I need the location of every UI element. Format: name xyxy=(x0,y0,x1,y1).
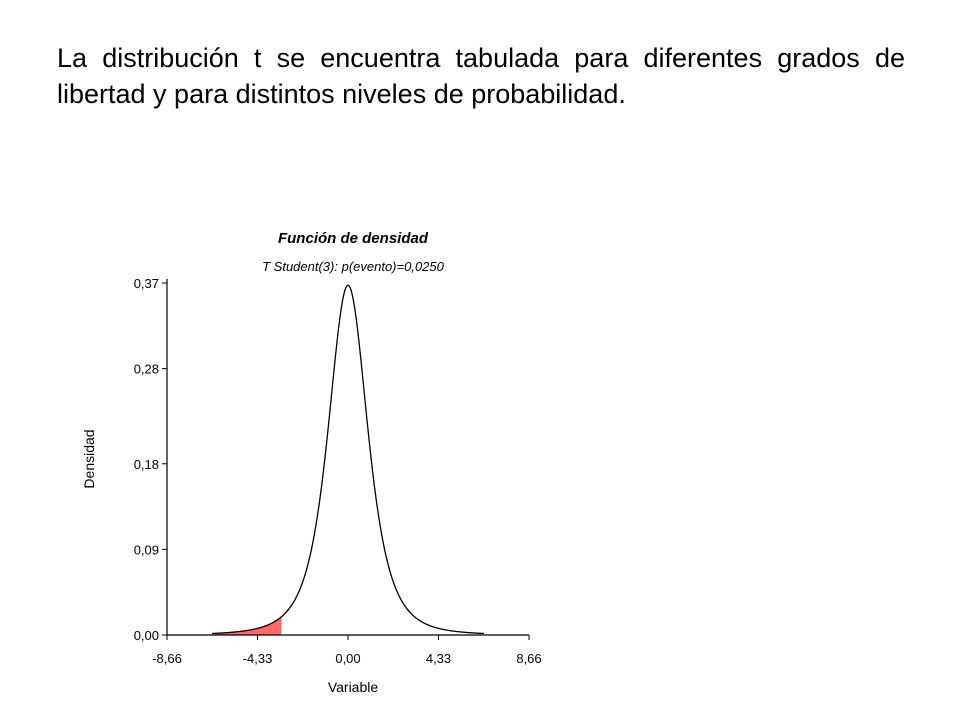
y-tick-label: 0,28 xyxy=(134,362,159,377)
x-tick-label: -8,66 xyxy=(152,651,182,666)
chart-title: Función de densidad xyxy=(278,230,429,247)
chart-subtitle: T Student(3): p(evento)=0,0250 xyxy=(262,259,445,274)
density-curve xyxy=(212,284,484,635)
shaded-tail-area xyxy=(212,616,282,635)
x-tick-label: 4,33 xyxy=(426,651,451,666)
y-axis-label: Densidad xyxy=(81,429,97,488)
body-paragraph: La distribución t se encuentra tabulada … xyxy=(57,43,905,109)
y-tick-label: 0,37 xyxy=(134,276,159,291)
y-tick-label: 0,18 xyxy=(134,457,159,472)
x-tick-label: 8,66 xyxy=(516,651,541,666)
y-tick-label: 0,00 xyxy=(134,628,159,643)
y-tick-label: 0,09 xyxy=(134,542,159,557)
x-tick-label: -4,33 xyxy=(243,651,273,666)
x-tick-label: 0,00 xyxy=(335,651,360,666)
x-axis-label: Variable xyxy=(328,679,379,695)
